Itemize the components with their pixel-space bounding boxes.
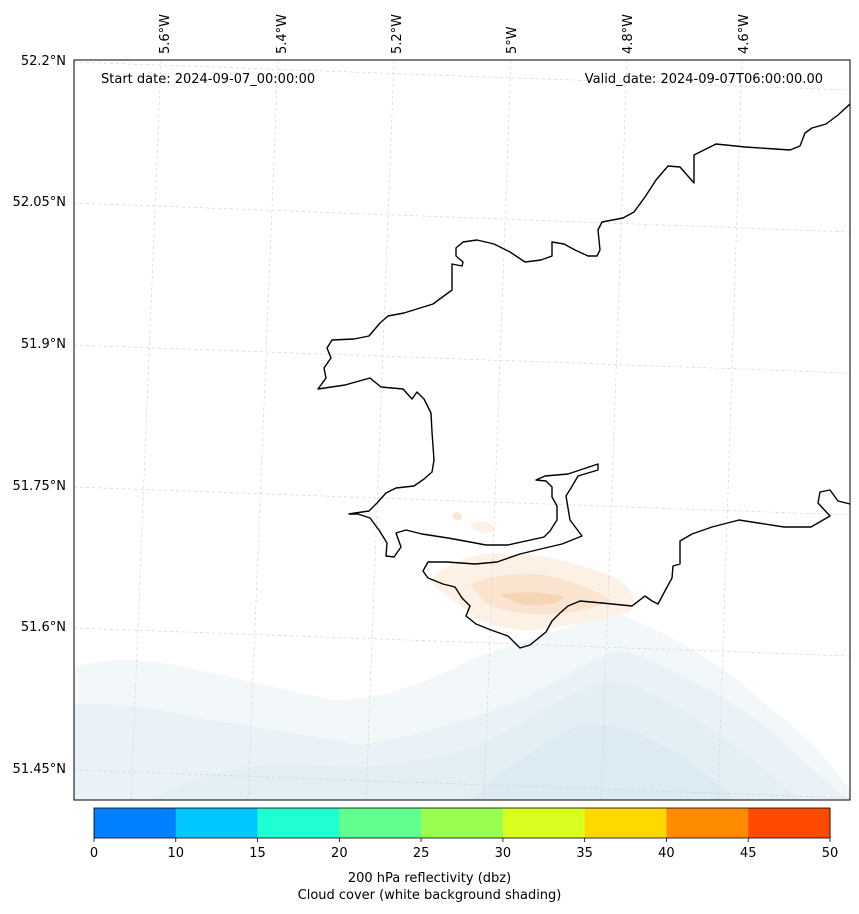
- lat-label: 51.6°N: [21, 620, 66, 635]
- colorbar-tick-label: 30: [495, 846, 512, 861]
- colorbar-segment: [94, 808, 177, 838]
- colorbar-tick-label: 40: [658, 846, 675, 861]
- colorbar-frame: [93, 807, 831, 839]
- colorbar-tick-label: 0: [90, 846, 98, 861]
- lon-label: 4.8°W: [621, 14, 636, 54]
- colorbar-segment: [339, 808, 422, 838]
- start-date-label: Start date: 2024-09-07_00:00:00: [101, 72, 315, 87]
- lat-label: 51.45°N: [13, 762, 66, 777]
- longitude-labels: 5.6°W 5.4°W 5.2°W 5°W 4.8°W 4.6°W: [158, 14, 752, 54]
- lat-label: 51.9°N: [21, 337, 66, 352]
- colorbar: 0 10 15 20 25 30 35 40 45 50: [90, 807, 839, 861]
- colorbar-segment: [175, 808, 259, 838]
- colorbar-tick-label: 35: [576, 846, 593, 861]
- colorbar-tick-label: 20: [331, 846, 348, 861]
- lat-label: 51.75°N: [13, 479, 66, 494]
- lon-label: 5.6°W: [158, 14, 173, 54]
- lon-label: 4.6°W: [737, 14, 752, 54]
- coastline: [317, 103, 850, 649]
- colorbar-segment: [584, 808, 667, 838]
- colorbar-segment: [421, 808, 504, 838]
- latitude-labels: 52.2°N 52.05°N 51.9°N 51.75°N 51.6°N 51.…: [13, 54, 66, 777]
- map-area: [74, 60, 850, 800]
- colorbar-segment: [502, 808, 586, 838]
- colorbar-tick-label: 45: [740, 846, 757, 861]
- colorbar-tick-label: 50: [822, 846, 839, 861]
- reflectivity-shading: [430, 512, 634, 631]
- colorbar-segment: [257, 808, 340, 838]
- lat-label: 52.2°N: [21, 54, 66, 69]
- colorbar-label-line1: 200 hPa reflectivity (dbz): [347, 871, 512, 886]
- colorbar-label-line2: Cloud cover (white background shading): [297, 888, 562, 903]
- lon-label: 5.4°W: [275, 14, 290, 54]
- colorbar-segment: [666, 808, 749, 838]
- lon-label: 5.2°W: [390, 14, 405, 54]
- colorbar-tick-label: 10: [168, 846, 185, 861]
- lon-label: 5°W: [505, 26, 520, 54]
- colorbar-tick-label: 15: [249, 846, 266, 861]
- cloud-cover-shading: [74, 610, 850, 800]
- colorbar-tick-label: 25: [413, 846, 430, 861]
- valid-date-label: Valid_date: 2024-09-07T06:00:00.00: [585, 72, 823, 87]
- colorbar-segment: [748, 808, 831, 838]
- lat-label: 52.05°N: [13, 195, 66, 210]
- map-frame: [73, 59, 851, 801]
